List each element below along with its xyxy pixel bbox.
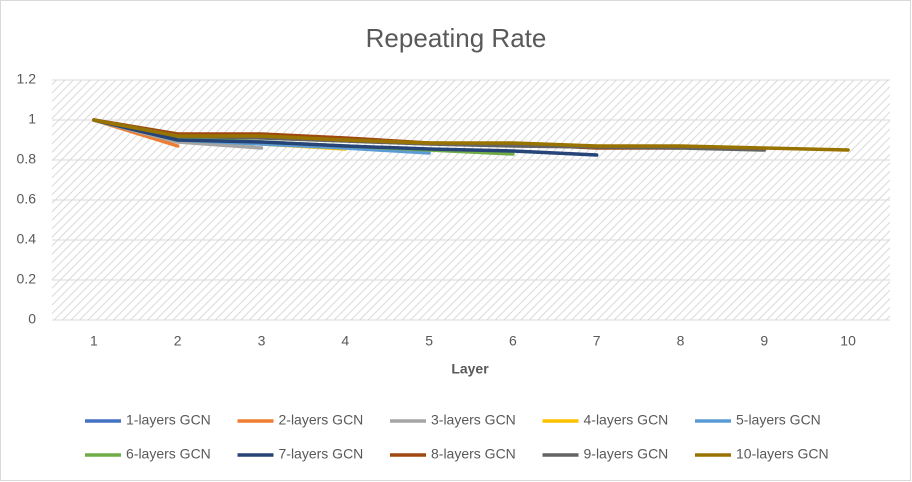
x-tick-label: 8 <box>677 333 685 349</box>
legend-label: 10-layers GCN <box>736 446 829 462</box>
y-tick-label: 0.8 <box>17 151 37 167</box>
x-tick-label: 4 <box>341 333 349 349</box>
legend-label: 8-layers GCN <box>431 446 516 462</box>
x-tick-label: 6 <box>509 333 517 349</box>
x-tick-label: 7 <box>593 333 601 349</box>
legend-label: 7-layers GCN <box>279 446 364 462</box>
y-tick-label: 1.2 <box>17 71 37 87</box>
y-tick-label: 0.2 <box>17 271 37 287</box>
x-axis-label: Layer <box>451 361 489 377</box>
x-tick-label: 3 <box>258 333 266 349</box>
y-tick-label: 0.6 <box>17 191 37 207</box>
x-tick-label: 5 <box>425 333 433 349</box>
x-tick-label: 2 <box>174 333 182 349</box>
y-tick-label: 0.4 <box>17 231 37 247</box>
data-line <box>92 118 850 152</box>
x-tick-label: 1 <box>90 333 98 349</box>
legend-label: 3-layers GCN <box>431 412 516 428</box>
legend-label: 1-layers GCN <box>126 412 211 428</box>
legend-label: 6-layers GCN <box>126 446 211 462</box>
data-line <box>92 118 599 157</box>
y-tick-label: 1 <box>28 111 36 127</box>
legend-label: 2-layers GCN <box>279 412 364 428</box>
legend-label: 4-layers GCN <box>584 412 669 428</box>
x-tick-label: 10 <box>840 333 856 349</box>
chart-title: Repeating Rate <box>366 23 547 53</box>
x-tick-label: 9 <box>760 333 768 349</box>
legend-label: 5-layers GCN <box>736 412 821 428</box>
y-tick-label: 0 <box>28 311 36 327</box>
legend-label: 9-layers GCN <box>584 446 669 462</box>
